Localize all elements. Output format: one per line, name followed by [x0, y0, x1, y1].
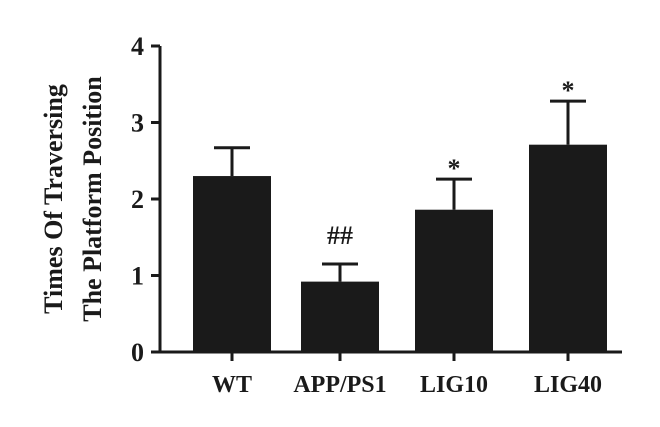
y-tick-label: 1	[131, 262, 144, 291]
bar	[415, 209, 493, 352]
bar	[529, 144, 607, 352]
y-axis-label-line-1: Times Of Traversing	[39, 84, 68, 314]
labels: 0 1 2 3 4 WT APP/PS1 ## LIG10 * LIG40 *	[131, 32, 602, 398]
bar	[193, 176, 271, 352]
y-axis-label: Times Of Traversing The Platform Positio…	[39, 76, 107, 322]
bars	[193, 99, 607, 352]
x-tick-label: LIG10	[420, 372, 488, 398]
bar	[301, 281, 379, 352]
x-tick-label: APP/PS1	[293, 372, 386, 398]
significance-annotation: *	[448, 154, 461, 183]
y-tick-label: 0	[131, 338, 144, 367]
x-tick-label: WT	[212, 372, 252, 398]
y-tick-label: 2	[131, 185, 144, 214]
y-tick-label: 4	[131, 32, 144, 61]
y-tick-label: 3	[131, 109, 144, 138]
x-tick-label: LIG40	[534, 372, 602, 398]
y-axis-label-line-2: The Platform Position	[78, 76, 107, 322]
significance-annotation: ##	[327, 221, 353, 250]
significance-annotation: *	[562, 76, 575, 105]
